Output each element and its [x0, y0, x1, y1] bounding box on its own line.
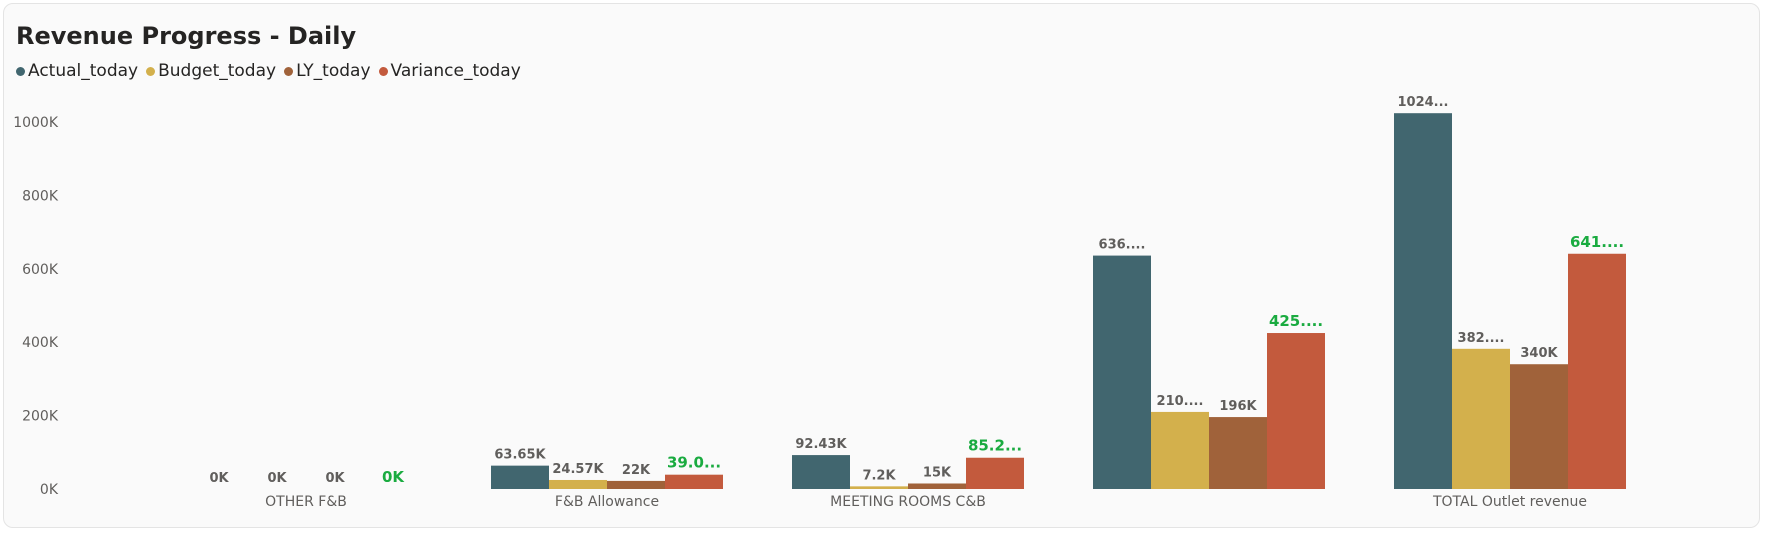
bar-ly-today[interactable] — [1209, 417, 1267, 489]
bar-actual-today[interactable] — [1394, 113, 1452, 489]
x-tick-label: MEETING ROOMS C&B — [830, 494, 986, 510]
data-label: 39.0... — [667, 454, 721, 472]
legend-item-ly[interactable]: LY_today — [284, 61, 371, 81]
bar-actual-today[interactable] — [792, 455, 850, 489]
data-label: 92.43K — [795, 437, 847, 452]
chart-card: Revenue Progress - Daily Actual_today Bu… — [3, 3, 1760, 528]
bar-variance-today[interactable] — [966, 457, 1024, 489]
y-tick-label: 0K — [40, 482, 59, 498]
x-tick-label: F&B Allowance — [555, 494, 659, 510]
bar-ly-today[interactable] — [607, 480, 665, 489]
bar-budget-today[interactable] — [850, 486, 908, 489]
data-label: 641.... — [1570, 233, 1624, 251]
legend-dot-actual — [16, 66, 25, 76]
data-label: 1024... — [1398, 95, 1449, 110]
data-label: 15K — [923, 465, 952, 480]
data-label: 196K — [1219, 399, 1257, 414]
bar-ly-today[interactable] — [908, 483, 966, 489]
data-label: 24.57K — [552, 462, 604, 477]
bar-budget-today[interactable] — [1151, 411, 1209, 489]
data-label: 340K — [1520, 346, 1558, 361]
chart-legend[interactable]: Actual_today Budget_today LY_today Varia… — [16, 61, 521, 81]
legend-dot-budget — [146, 66, 156, 76]
data-label: 63.65K — [494, 448, 546, 463]
bar-ly-today[interactable] — [1510, 364, 1568, 489]
y-tick-label: 600K — [22, 262, 59, 278]
y-tick-label: 1000K — [13, 115, 59, 131]
chart-title: Revenue Progress - Daily — [16, 22, 357, 50]
data-label: 0K — [209, 471, 229, 486]
bar-variance-today[interactable] — [1568, 253, 1626, 489]
data-label: 425.... — [1269, 312, 1323, 330]
data-label: 0K — [382, 468, 405, 486]
legend-dot-variance — [378, 66, 388, 76]
bar-budget-today[interactable] — [549, 479, 607, 489]
x-tick-label: OTHER F&B — [265, 494, 347, 510]
bar-variance-today[interactable] — [665, 474, 723, 489]
legend-item-actual[interactable]: Actual_today — [16, 61, 138, 81]
data-label: 22K — [622, 463, 651, 478]
data-label: 7.2K — [862, 468, 896, 483]
legend-item-budget[interactable]: Budget_today — [146, 61, 276, 81]
data-label: 382.... — [1458, 331, 1505, 346]
data-label: 0K — [325, 471, 345, 486]
bar-actual-today[interactable] — [1093, 255, 1151, 489]
data-label: 85.2... — [968, 437, 1022, 455]
legend-item-variance[interactable]: Variance_today — [378, 61, 521, 81]
bar-variance-today[interactable] — [1267, 333, 1325, 489]
y-tick-label: 400K — [22, 335, 59, 351]
bar-actual-today[interactable] — [491, 465, 549, 489]
data-label: 210.... — [1157, 394, 1204, 409]
bar-budget-today[interactable] — [1452, 348, 1510, 489]
legend-label-ly: LY_today — [296, 61, 371, 81]
legend-label-actual: Actual_today — [28, 61, 139, 81]
y-tick-label: 200K — [22, 409, 59, 425]
y-tick-label: 800K — [22, 188, 59, 204]
legend-dot-ly — [284, 66, 294, 76]
legend-label-variance: Variance_today — [390, 61, 521, 81]
data-label: 0K — [267, 471, 287, 486]
data-label: 636.... — [1099, 238, 1146, 253]
x-tick-label: TOTAL Outlet revenue — [1432, 494, 1587, 510]
legend-label-budget: Budget_today — [158, 61, 277, 81]
